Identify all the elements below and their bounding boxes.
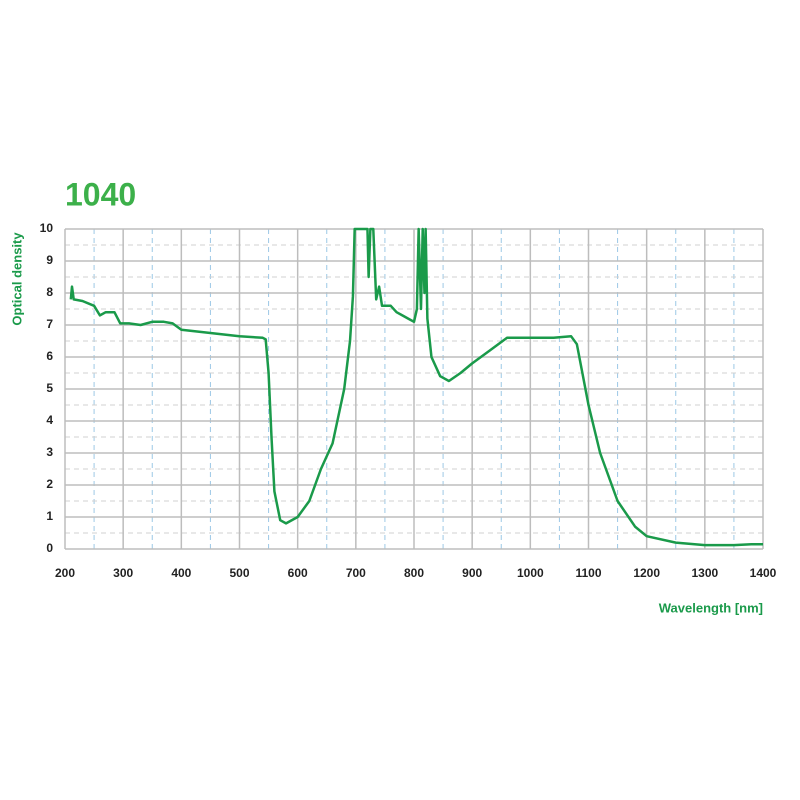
- x-tick-label: 1400: [750, 566, 777, 580]
- x-tick-label: 700: [346, 566, 366, 580]
- x-tick-label: 800: [404, 566, 424, 580]
- x-tick-label: 200: [55, 566, 75, 580]
- x-tick-label: 900: [462, 566, 482, 580]
- y-tick-label: 6: [46, 349, 53, 363]
- x-tick-label: 400: [171, 566, 191, 580]
- x-tick-label: 600: [288, 566, 308, 580]
- y-tick-label: 0: [46, 541, 53, 555]
- data-line: [69, 227, 763, 547]
- y-tick-label: 2: [46, 477, 53, 491]
- y-tick-label: 1: [46, 509, 53, 523]
- y-tick-label: 9: [46, 253, 53, 267]
- chart-title: 1040: [65, 176, 136, 212]
- y-tick-label: 5: [46, 381, 53, 395]
- x-tick-label: 1200: [633, 566, 660, 580]
- y-tick-label: 3: [46, 445, 53, 459]
- y-tick-label: 7: [46, 317, 53, 331]
- y-tick-label: 10: [40, 221, 54, 235]
- x-tick-label: 1300: [691, 566, 718, 580]
- x-axis-label: Wavelength [nm]: [659, 600, 763, 615]
- x-tick-label: 1000: [517, 566, 544, 580]
- y-tick-label: 8: [46, 285, 53, 299]
- y-tick-label: 4: [46, 413, 53, 427]
- x-tick-label: 300: [113, 566, 133, 580]
- x-tick-label: 1100: [575, 566, 601, 580]
- y-axis-label: Optical density: [9, 232, 24, 326]
- x-tick-label: 500: [229, 566, 249, 580]
